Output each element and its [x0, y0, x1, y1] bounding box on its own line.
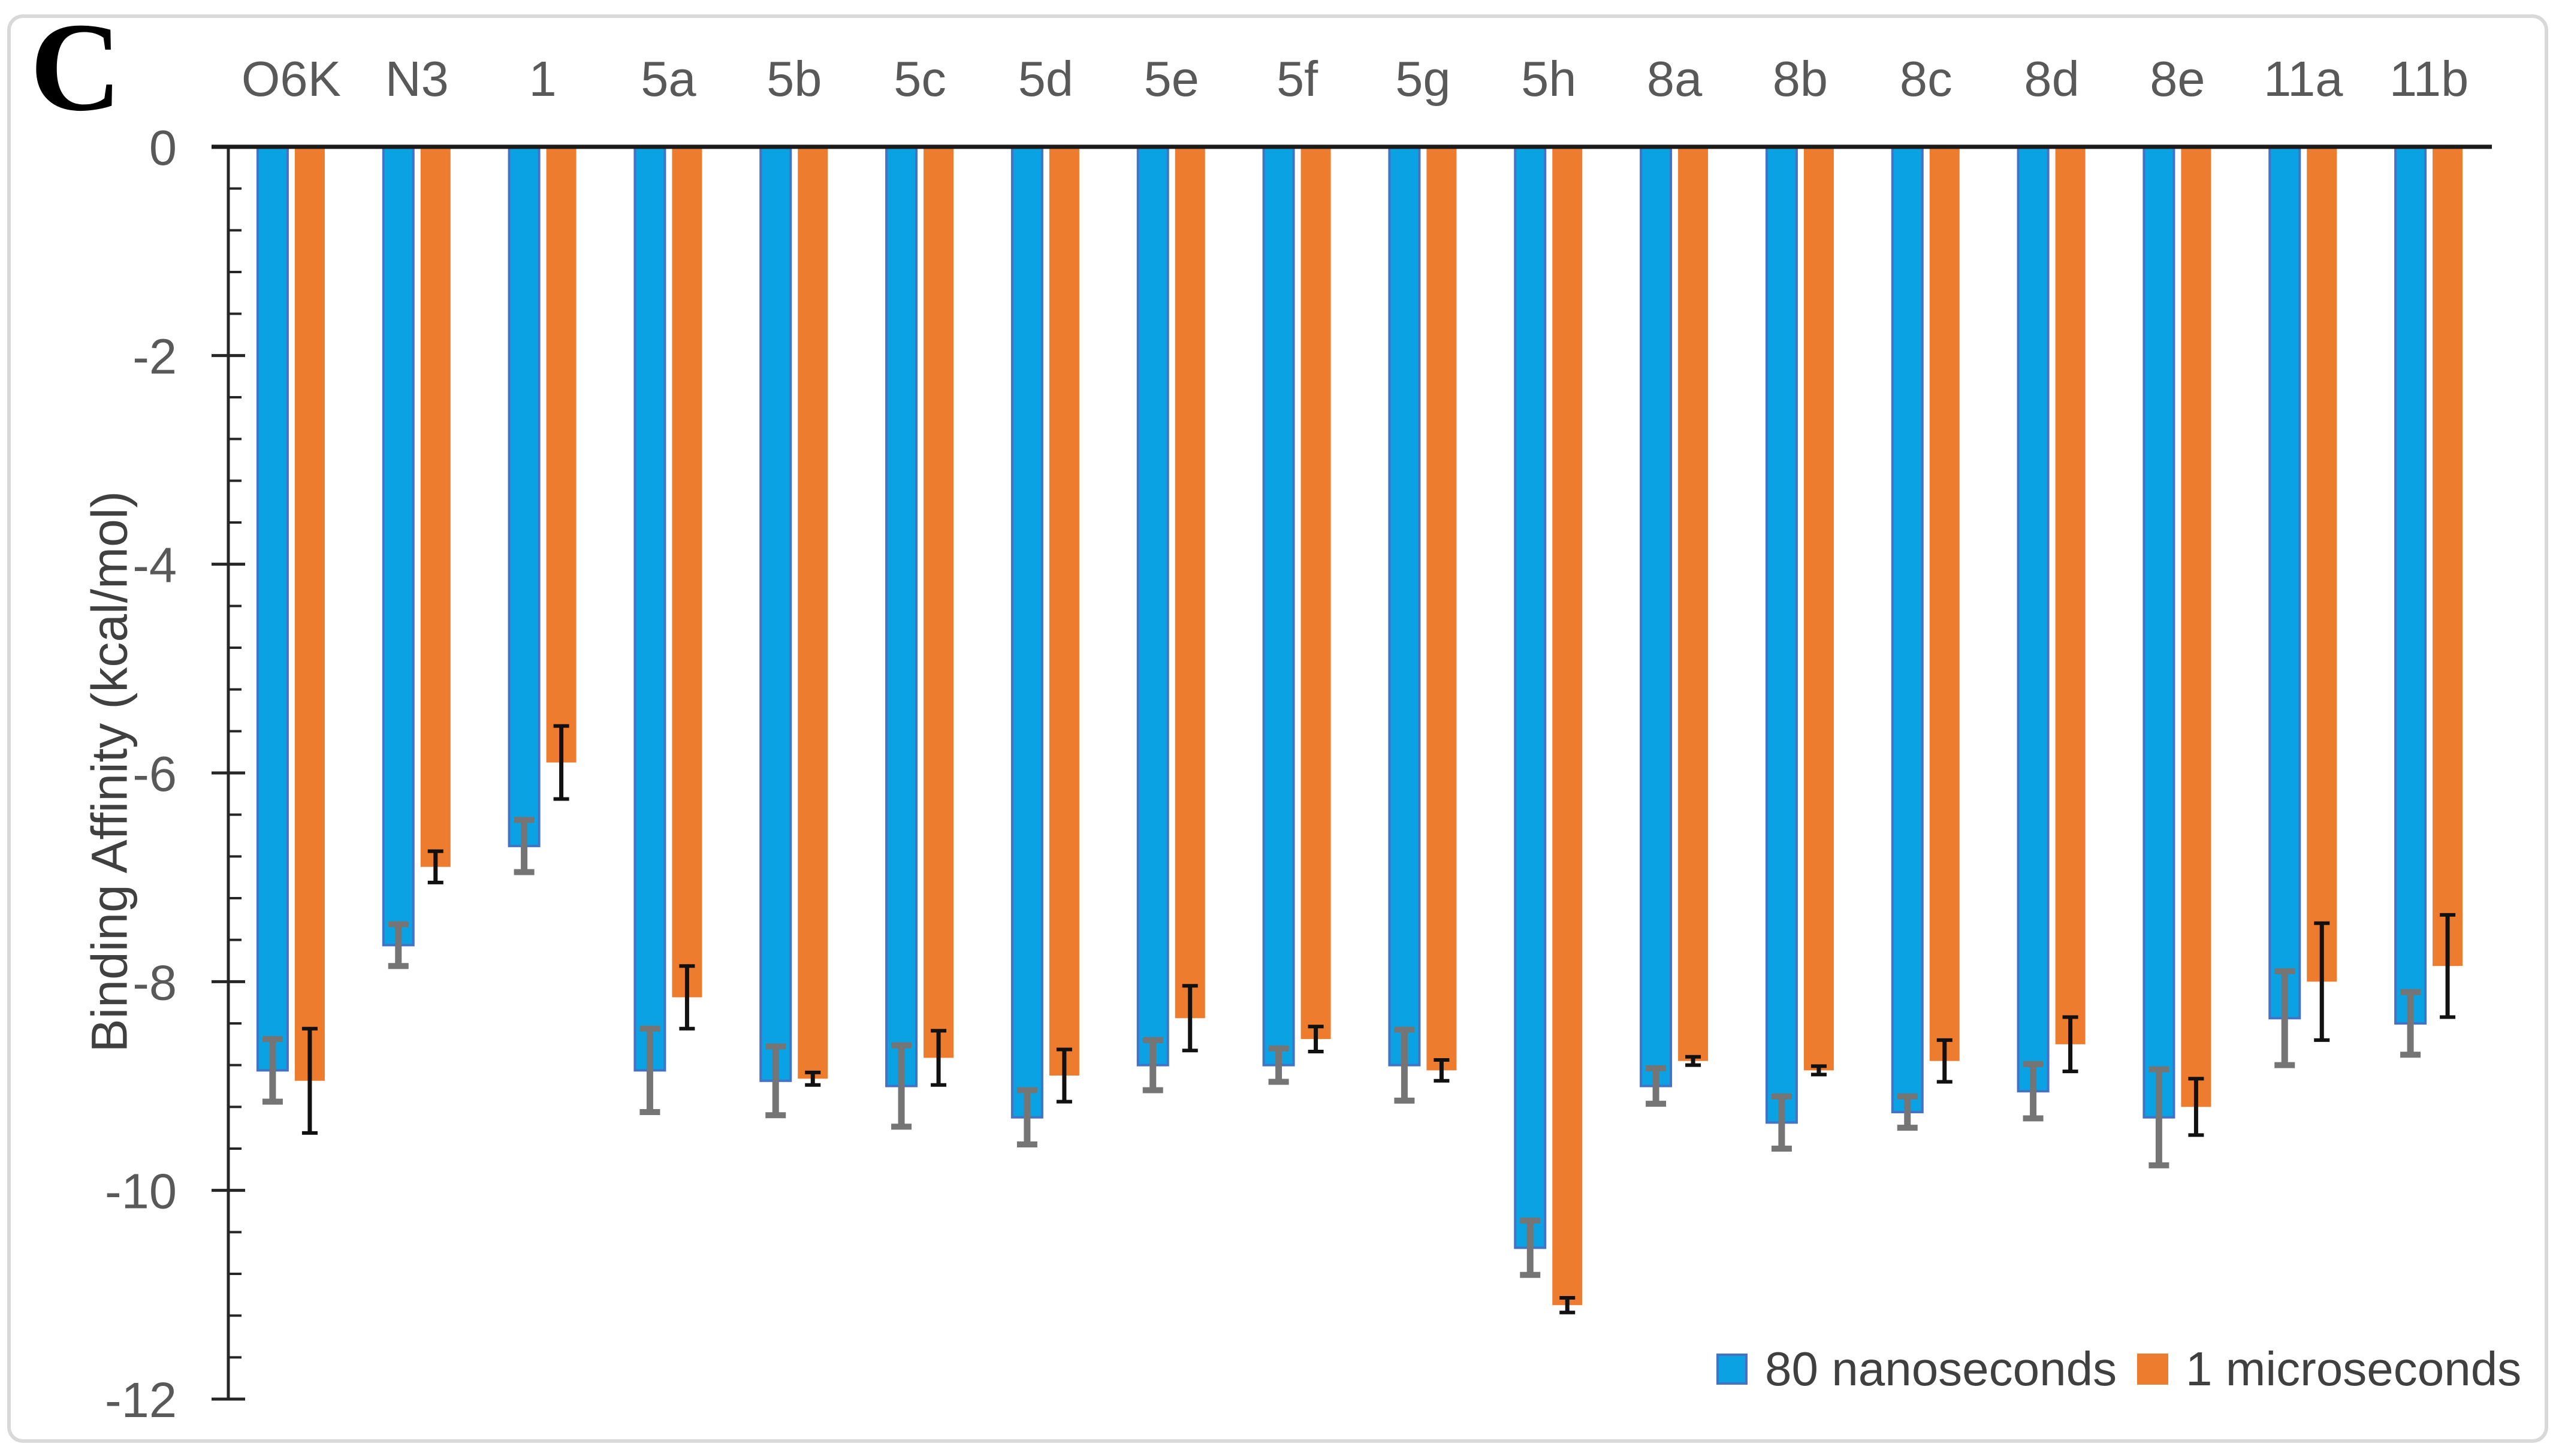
category-label-8a: 8a	[1647, 51, 1703, 107]
y-tick-label--2: -2	[132, 328, 177, 384]
bar-5h-80ns	[1514, 146, 1547, 1249]
bar-5e-1us	[1175, 147, 1205, 1019]
category-label-5c: 5c	[894, 51, 946, 107]
bar-5a-1us	[672, 147, 702, 998]
y-axis-title: Binding Affinity (kcal/mol)	[81, 491, 138, 1053]
bar-5f-1us	[1300, 147, 1331, 1040]
y-tick-label--6: -6	[132, 746, 177, 802]
bar-O6K-80ns	[256, 146, 289, 1072]
bar-5g-1us	[1426, 147, 1457, 1071]
bar-5h-1us	[1552, 147, 1583, 1306]
legend-label-80-nanoseconds: 80 nanoseconds	[1765, 1342, 2117, 1395]
bar-5g-80ns	[1388, 146, 1421, 1067]
category-label-8b: 8b	[1773, 51, 1828, 107]
bar-1-1us	[546, 147, 577, 763]
bar-5d-1us	[1049, 147, 1079, 1076]
bar-5e-80ns	[1136, 146, 1169, 1067]
bar-5b-80ns	[759, 146, 792, 1082]
legend-item-80-nanoseconds: 80 nanoseconds	[1716, 1342, 2117, 1395]
category-label-O6K: O6K	[242, 51, 341, 107]
category-label-5e: 5e	[1144, 51, 1199, 107]
category-label-1: 1	[529, 51, 556, 107]
bar-5c-80ns	[885, 146, 918, 1088]
bar-5f-80ns	[1262, 146, 1295, 1067]
y-tick-label--4: -4	[132, 537, 177, 593]
category-label-5f: 5f	[1277, 51, 1318, 107]
legend-swatch-orange	[2137, 1354, 2168, 1385]
bar-8d-80ns	[2017, 146, 2050, 1093]
bar-8c-1us	[1929, 147, 1960, 1061]
bar-8e-80ns	[2142, 146, 2175, 1119]
category-label-5h: 5h	[1521, 51, 1576, 107]
bar-5c-1us	[924, 147, 954, 1058]
bar-11b-1us	[2433, 147, 2463, 966]
bar-11a-1us	[2307, 147, 2337, 982]
y-tick-label--10: -10	[105, 1164, 177, 1219]
legend-label-1-microseconds: 1 microseconds	[2186, 1342, 2522, 1395]
bar-8d-1us	[2055, 147, 2086, 1044]
bar-8e-1us	[2181, 147, 2211, 1107]
legend-item-1-microseconds: 1 microseconds	[2137, 1342, 2521, 1395]
y-tick-label--8: -8	[132, 954, 177, 1010]
category-label-11a: 11a	[2264, 51, 2343, 107]
legend-swatch-blue	[1716, 1354, 1748, 1385]
y-tick-label-0: 0	[149, 120, 177, 176]
bar-N3-1us	[420, 147, 451, 867]
bar-11b-80ns	[2394, 146, 2427, 1025]
category-label-8d: 8d	[2024, 51, 2079, 107]
category-label-5g: 5g	[1395, 51, 1450, 107]
bar-8b-1us	[1803, 147, 1834, 1071]
category-label-11b: 11b	[2389, 51, 2469, 107]
category-label-5b: 5b	[767, 51, 822, 107]
category-label-N3: N3	[385, 51, 449, 107]
y-tick-label--12: -12	[105, 1372, 177, 1428]
category-label-8c: 8c	[1900, 51, 1953, 107]
bar-N3-80ns	[382, 146, 415, 947]
bar-5b-1us	[798, 147, 828, 1079]
bar-5a-80ns	[633, 146, 666, 1072]
bar-O6K-1us	[294, 147, 325, 1081]
bar-8a-80ns	[1640, 146, 1673, 1088]
category-label-5a: 5a	[641, 51, 696, 107]
category-label-8e: 8e	[2150, 51, 2205, 107]
bar-8b-80ns	[1765, 146, 1798, 1124]
panel-letter-label: C	[30, 0, 122, 137]
bar-11a-80ns	[2268, 146, 2301, 1020]
bar-8a-1us	[1678, 147, 1709, 1061]
bar-8c-80ns	[1891, 146, 1924, 1114]
bar-5d-80ns	[1010, 146, 1043, 1119]
bar-1-80ns	[508, 146, 541, 847]
category-label-5d: 5d	[1018, 51, 1073, 107]
